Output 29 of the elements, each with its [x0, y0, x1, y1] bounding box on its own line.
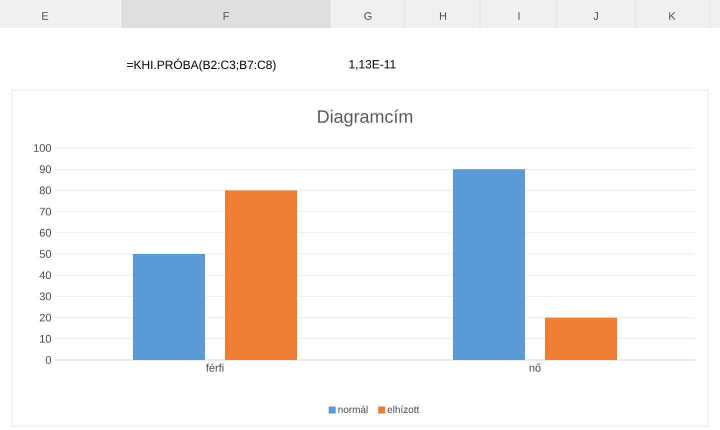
text: I: [518, 12, 520, 20]
bar: [545, 318, 618, 360]
text: F: [224, 12, 229, 20]
y-tick-label: 0: [46, 356, 52, 364]
y-tick-label: 90: [40, 165, 52, 174]
y-tick-label: 30: [40, 292, 52, 300]
bar: [133, 254, 206, 360]
text: =KHI.PRÓBA(B2:C3;B7:C8): [127, 58, 276, 72]
text: H: [440, 12, 446, 20]
y-tick-label: 100: [34, 144, 52, 152]
legend-label: normál: [338, 406, 368, 414]
text: 1,13E-11: [349, 60, 396, 70]
legend-label: elhízott: [388, 406, 420, 414]
text: G: [364, 12, 372, 20]
y-tick-label: 40: [40, 271, 52, 280]
x-tick-label: férfi: [206, 364, 224, 372]
y-tick-label: 50: [40, 250, 52, 258]
y-tick-label: 60: [40, 228, 52, 237]
y-tick-label: 70: [40, 208, 52, 216]
text: E: [42, 12, 48, 20]
x-tick-label: nő: [530, 364, 541, 372]
y-tick-label: 10: [40, 334, 52, 343]
bar: [453, 169, 526, 360]
y-tick-label: 20: [40, 314, 52, 322]
text: K: [669, 12, 676, 20]
bar: [225, 190, 298, 360]
y-tick-label: 80: [40, 186, 52, 194]
text: J: [593, 12, 598, 20]
chart-title: Diagramcím: [318, 110, 412, 126]
